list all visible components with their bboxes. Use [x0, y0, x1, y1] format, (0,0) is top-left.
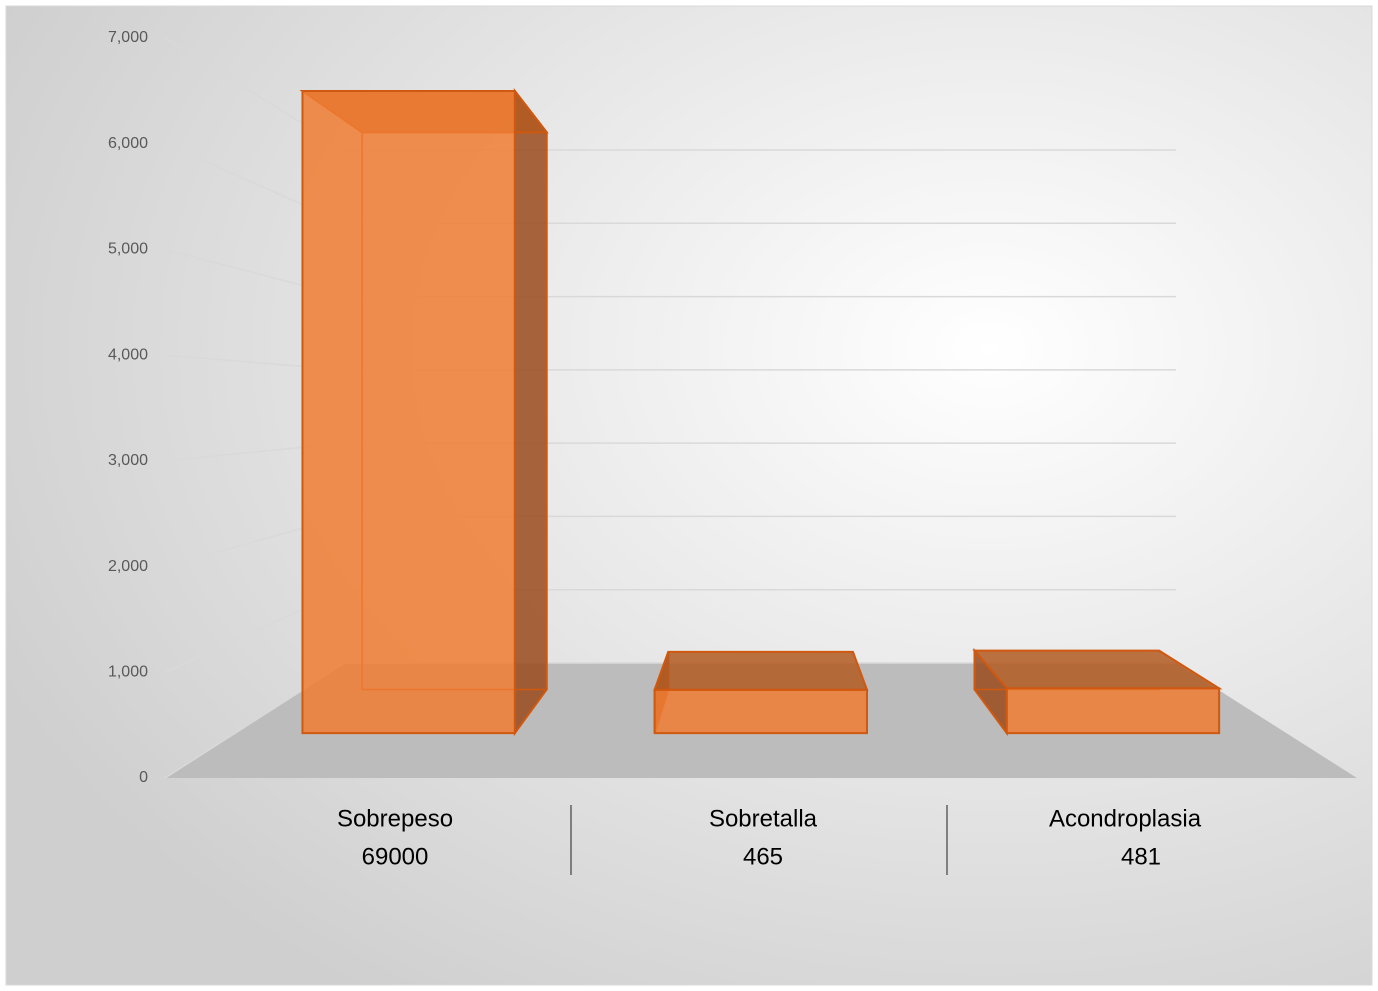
- x-tick-label: 481: [1121, 843, 1161, 870]
- y-tick-label: 2,000: [108, 558, 148, 575]
- bar-side: [513, 88, 548, 737]
- chart-background: [5, 5, 1373, 986]
- x-tick-label: Sobrepeso: [337, 805, 453, 832]
- y-tick-label: 3,000: [108, 452, 148, 469]
- bar: [1005, 687, 1221, 735]
- x-tick-label: 465: [743, 843, 783, 870]
- x-tick-label: Sobretalla: [709, 805, 818, 832]
- x-tick-label: 69000: [362, 843, 429, 870]
- y-tick-label: 1,000: [108, 664, 148, 681]
- y-tick-label: 6,000: [108, 135, 148, 152]
- plot: 0 1,000 2,000 3,000 4,000 5,000 6,000 7,000 Sobr…: [108, 29, 1357, 875]
- y-tick-label: 4,000: [108, 346, 148, 363]
- bar: [653, 688, 868, 735]
- x-tick-label: Acondroplasia: [1049, 805, 1202, 832]
- y-tick-label: 7,000: [108, 29, 148, 46]
- bar-top: [653, 650, 869, 691]
- bar: [301, 89, 516, 735]
- y-tick-label: 5,000: [108, 241, 148, 258]
- y-tick-label: 0: [139, 769, 148, 786]
